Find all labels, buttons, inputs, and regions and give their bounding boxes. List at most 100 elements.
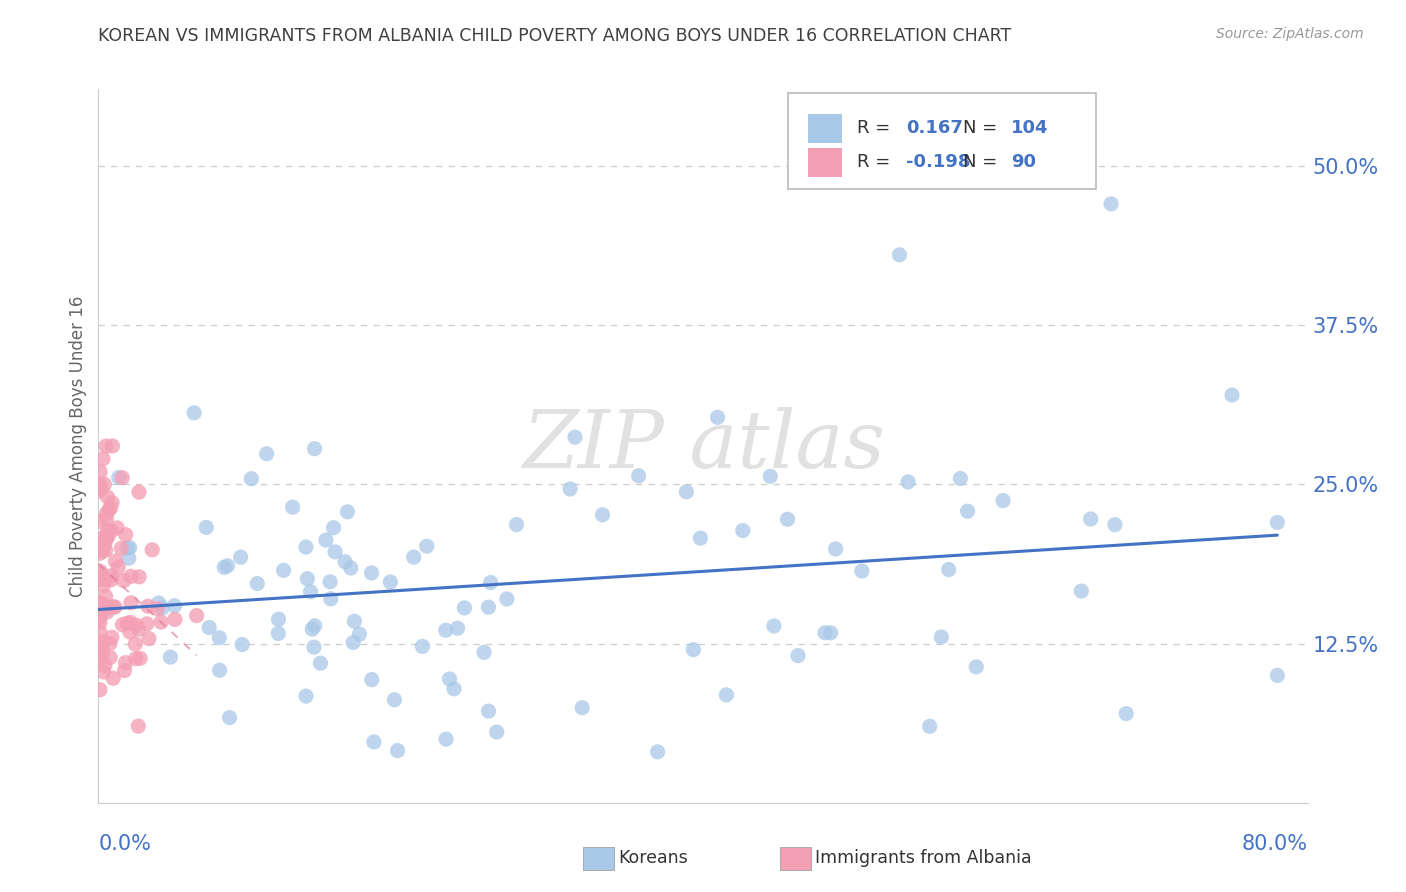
Point [107,470,129,484]
Point [104,554,127,568]
Point [439,672,461,686]
Point [163,599,186,613]
Point [647,745,669,759]
Point [114,527,136,541]
Point [273,563,295,577]
Point [485,725,508,739]
Point [342,635,364,649]
Point [136,599,159,614]
Text: 0.0%: 0.0% [98,834,152,854]
Point [336,505,359,519]
Point [564,430,586,444]
Point [93,578,115,592]
Point [479,575,502,590]
Point [889,248,911,262]
Point [315,533,337,547]
Point [111,617,134,632]
Point [319,591,342,606]
Point [107,560,129,574]
Point [127,719,149,733]
Point [96,605,118,619]
Point [333,555,356,569]
Point [100,524,122,539]
Point [897,475,920,489]
Point [929,630,952,644]
Point [208,631,231,645]
Point [129,651,152,665]
Point [256,447,278,461]
Point [94,439,117,453]
Point [89,539,111,553]
Point [384,692,406,706]
Point [120,596,142,610]
Point [94,573,117,587]
Point [217,558,239,573]
Point [135,616,157,631]
Point [89,682,111,697]
Text: ZIP atlas: ZIP atlas [522,408,884,484]
Y-axis label: Child Poverty Among Boys Under 16: Child Poverty Among Boys Under 16 [69,295,87,597]
Point [89,515,111,529]
Point [319,574,342,589]
Point [118,551,141,566]
Point [301,622,323,636]
Point [1070,584,1092,599]
Point [100,573,122,587]
Point [918,719,941,733]
Point [90,533,112,548]
Point [240,472,263,486]
Point [477,704,499,718]
Text: 80.0%: 80.0% [1241,834,1308,854]
Point [208,663,231,677]
Point [90,567,112,582]
Point [343,614,366,628]
Point [120,569,142,583]
Point [776,512,799,526]
Point [299,584,322,599]
Point [302,640,325,655]
Point [94,590,117,604]
Point [163,612,186,626]
Point [731,524,754,538]
Point [89,570,111,584]
Point [682,642,704,657]
Point [100,501,122,516]
Point [94,658,117,673]
Point [322,521,344,535]
Point [124,637,146,651]
Point [309,656,332,670]
Point [90,639,112,653]
Point [90,572,112,586]
Point [94,543,117,558]
Point [762,619,785,633]
Point [295,540,318,554]
Point [1104,517,1126,532]
Point [505,517,527,532]
Point [138,632,160,646]
Point [89,477,111,491]
Point [360,566,382,580]
Point [214,560,236,574]
Point [453,600,475,615]
Point [90,482,112,496]
Point [96,507,118,521]
Point [304,619,326,633]
Point [96,531,118,545]
Point [91,544,114,558]
Point [117,541,139,556]
Point [349,627,371,641]
Point [89,615,111,630]
Point [402,550,425,565]
Point [416,539,439,553]
Point [89,642,111,657]
Point [94,528,117,542]
Point [125,618,148,632]
Point [96,601,118,615]
Point [112,574,135,588]
Point [101,439,124,453]
Point [96,512,118,526]
Point [759,469,782,483]
Point [1267,516,1289,530]
Point [689,531,711,545]
Point [94,537,117,551]
